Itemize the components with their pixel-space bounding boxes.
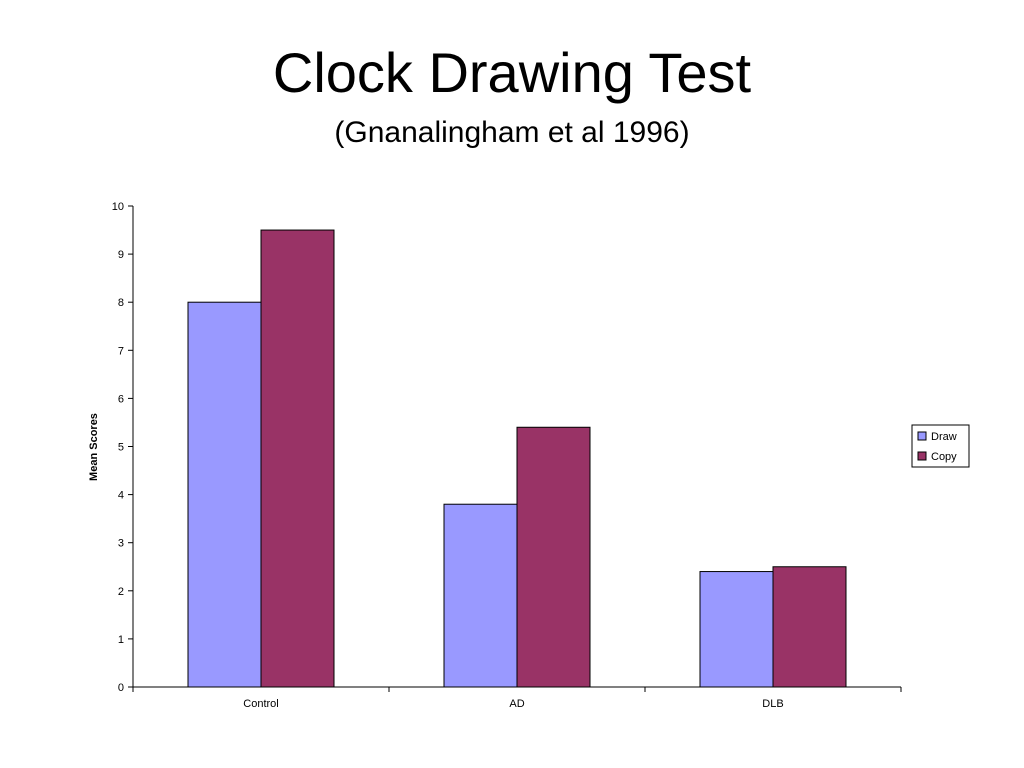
- y-tick-label: 8: [118, 297, 124, 309]
- slide-subtitle: (Gnanalingham et al 1996): [334, 116, 690, 149]
- legend-label-draw: Draw: [931, 431, 957, 443]
- slide-title: Clock Drawing Test: [272, 41, 752, 104]
- y-tick-label: 5: [118, 442, 124, 454]
- legend-swatch-copy: [917, 451, 927, 461]
- chart-axes: 0 1 2 3 4 5 6 7 8 9 10 Mean Scores Control AD DLB: [88, 201, 902, 710]
- y-tick-label: 10: [112, 201, 124, 213]
- x-tick-label: DLB: [762, 698, 783, 710]
- y-tick-label: 9: [118, 249, 124, 261]
- legend-swatch-draw: [917, 431, 927, 441]
- y-tick-label: 1: [118, 634, 124, 646]
- chart-bars: [187, 229, 847, 688]
- bar-copy-ad: [516, 426, 591, 688]
- x-tick-label: AD: [509, 698, 524, 710]
- y-tick-label: 3: [118, 538, 124, 550]
- x-tick-label: Control: [243, 698, 278, 710]
- y-tick-label: 0: [118, 682, 124, 694]
- y-axis-title: Mean Scores: [88, 413, 100, 481]
- chart-legend: Draw Copy: [911, 424, 970, 468]
- bar-draw-control: [187, 301, 262, 688]
- y-tick-label: 7: [118, 345, 124, 357]
- bar-copy-control: [260, 229, 335, 688]
- bar-draw-ad: [443, 503, 518, 688]
- y-tick-label: 2: [118, 586, 124, 598]
- y-tick-label: 4: [118, 490, 124, 502]
- bar-copy-dlb: [772, 566, 847, 688]
- legend-label-copy: Copy: [931, 451, 957, 463]
- bar-draw-dlb: [699, 571, 774, 688]
- y-tick-label: 6: [118, 393, 124, 405]
